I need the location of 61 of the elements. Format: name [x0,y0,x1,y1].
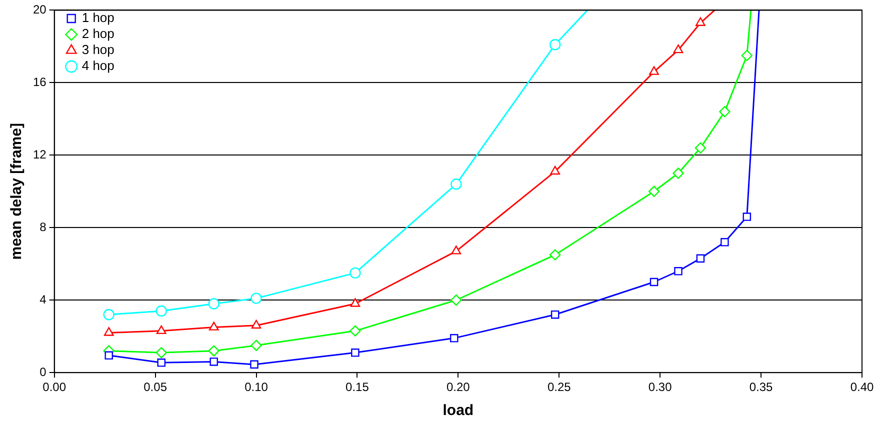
point [103,309,114,320]
point [450,178,462,190]
x-tick-label: 0.15 [346,380,370,394]
point [350,325,361,337]
y-axis-title: mean delay [frame] [8,123,26,260]
point [156,305,167,317]
x-tick-label: 0.35 [749,380,774,394]
point [250,340,262,352]
point [742,212,752,221]
point [210,358,218,366]
point [673,44,684,54]
point [450,294,462,306]
point [650,278,658,286]
x-tick-label: 0.30 [648,380,672,394]
point [649,66,659,75]
x-tick-label: 0.05 [144,380,168,394]
point [104,327,114,336]
point [451,246,462,254]
y-tick-label: 12 [32,147,47,162]
x-axis-title: load [442,402,474,420]
point [156,325,166,334]
x-tick-label: 0.40 [850,380,874,394]
point [208,322,219,330]
point [208,345,220,356]
point [208,298,220,310]
legend-label: 3 hop [82,42,114,58]
point [674,266,682,276]
point [250,292,262,304]
legend-label: 2 hop [82,26,114,42]
point [351,348,360,357]
point [104,351,113,360]
point [672,168,684,179]
point [696,254,705,263]
legend-label: 4 hop [82,58,114,74]
y-tick-label: 0 [40,364,47,379]
point [350,298,360,307]
point [550,166,560,175]
y-tick-label: 16 [32,74,47,89]
x-tick-label: 0.25 [547,380,572,394]
point [741,50,753,62]
point [156,347,167,358]
point [350,267,361,279]
y-tick-label: 20 [32,2,47,17]
point [550,310,560,319]
x-tick-label: 0.10 [244,380,268,394]
point [720,238,729,246]
point [549,249,561,260]
y-tick-label: 4 [40,292,47,306]
point [694,142,706,154]
point [549,39,561,50]
legend-label: 1 hop [82,10,114,26]
point [719,106,730,118]
point [250,360,258,369]
point [251,320,262,329]
point [696,17,706,26]
x-tick-label: 0.20 [446,380,470,394]
y-tick-label: 8 [40,220,47,234]
point [648,186,660,197]
point [450,334,458,342]
x-tick-label: 0.00 [42,380,66,394]
point [157,358,166,367]
